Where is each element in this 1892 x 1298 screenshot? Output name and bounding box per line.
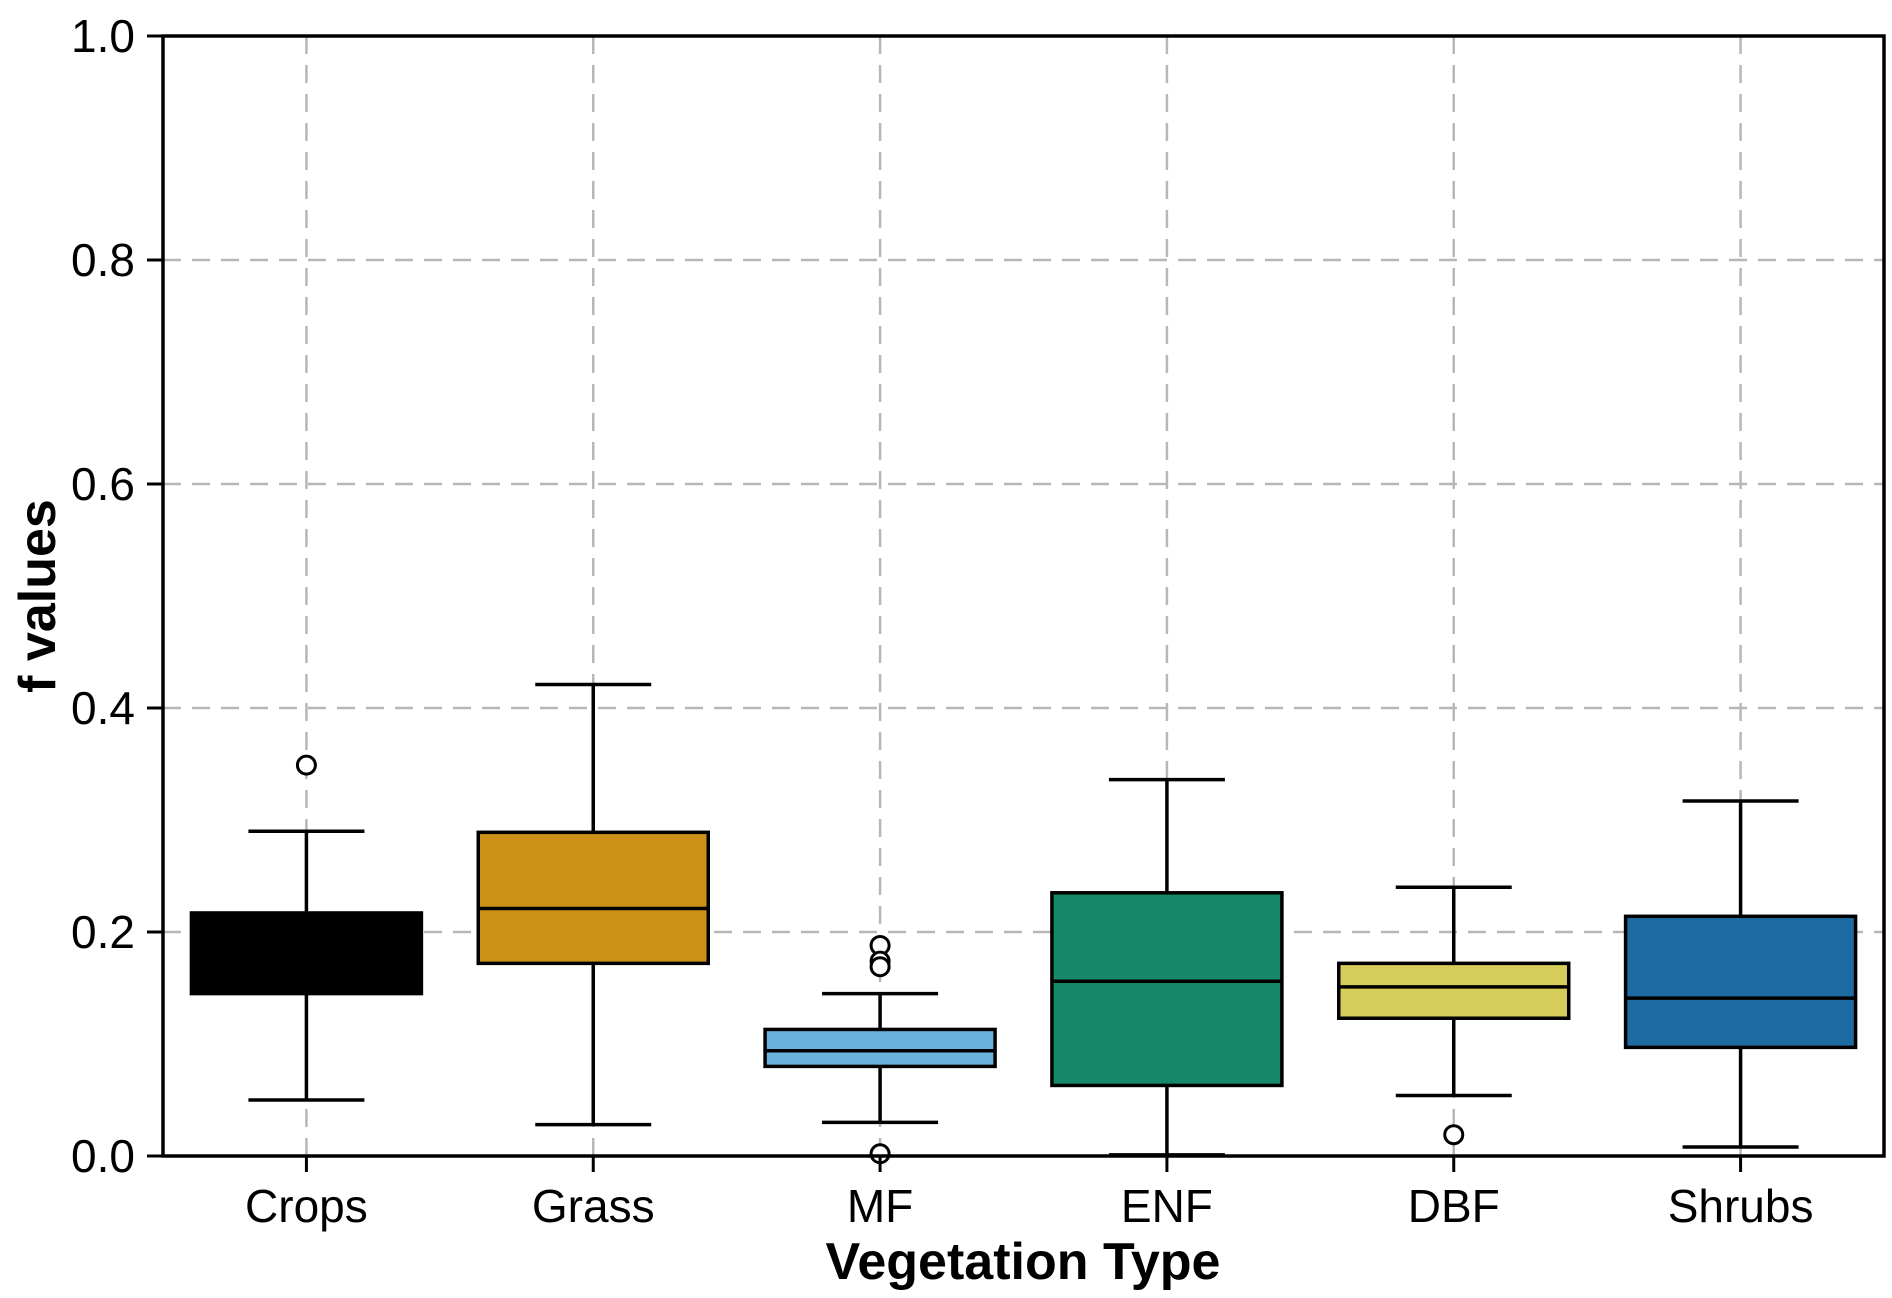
x-tick-label-enf: ENF — [1121, 1180, 1213, 1232]
y-axis-label: f values — [9, 499, 67, 693]
y-tick-label-0.4: 0.4 — [71, 682, 135, 734]
outlier-dbf-0 — [1443, 1124, 1465, 1146]
box-grass — [476, 830, 710, 966]
x-tick-label-mf: MF — [847, 1180, 913, 1232]
plot-border — [161, 34, 1886, 1158]
y-tick-label-0.6: 0.6 — [71, 458, 135, 510]
y-tick-label-0.2: 0.2 — [71, 906, 135, 958]
x-axis-label: Vegetation Type — [825, 1233, 1221, 1291]
y-tick-label-0.8: 0.8 — [71, 234, 135, 286]
box-shrubs — [1623, 914, 1858, 1050]
y-tick-label-1.0: 1.0 — [71, 10, 135, 62]
x-tick-label-dbf: DBF — [1408, 1180, 1500, 1232]
box-crops — [189, 911, 424, 996]
x-tick-label-crops: Crops — [245, 1180, 368, 1232]
outlier-mf-2 — [869, 956, 891, 978]
outlier-crops-0 — [295, 754, 317, 776]
x-tick-label-shrubs: Shrubs — [1668, 1180, 1814, 1232]
y-tick-label-0.0: 0.0 — [71, 1130, 135, 1182]
box-dbf — [1337, 961, 1571, 1020]
x-tick-label-grass: Grass — [532, 1180, 655, 1232]
box-mf — [763, 1027, 997, 1069]
box-enf — [1050, 891, 1284, 1088]
